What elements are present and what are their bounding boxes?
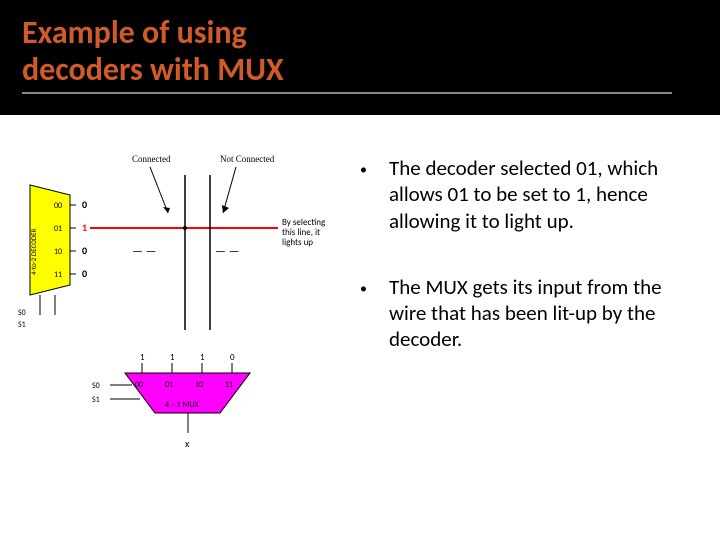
bullet-dot-icon: • bbox=[360, 274, 367, 298]
diagram-column: Connected Not Connected 4-to-2 DECODER 0… bbox=[10, 155, 350, 505]
svg-text:0: 0 bbox=[82, 244, 87, 257]
svg-text:4 – 1 MUX: 4 – 1 MUX bbox=[165, 400, 199, 410]
slide-title: Example of using decoders with MUX bbox=[22, 15, 672, 95]
svg-text:1: 1 bbox=[170, 352, 175, 363]
title-line1: Example of using bbox=[22, 13, 247, 52]
title-bar: Example of using decoders with MUX bbox=[0, 0, 720, 115]
decoder-side-label: 4-to-2 DECODER bbox=[29, 228, 38, 275]
svg-text:11: 11 bbox=[54, 270, 62, 280]
bullet-item: • The MUX gets its input from the wire t… bbox=[356, 274, 690, 353]
svg-text:— —: — — bbox=[215, 245, 239, 259]
svg-text:S0: S0 bbox=[18, 308, 26, 318]
svg-text:S1: S1 bbox=[92, 395, 100, 405]
svg-text:S1: S1 bbox=[18, 320, 26, 330]
svg-text:lights up: lights up bbox=[282, 237, 313, 248]
svg-text:11: 11 bbox=[225, 380, 233, 390]
svg-text:01: 01 bbox=[165, 380, 173, 390]
svg-text:00: 00 bbox=[135, 380, 143, 390]
svg-text:x: x bbox=[185, 437, 190, 450]
svg-text:10: 10 bbox=[195, 380, 203, 390]
svg-text:— —: — — bbox=[132, 245, 156, 259]
bullet-text-1: The decoder selected 01, which allows 01… bbox=[389, 155, 690, 234]
svg-text:1: 1 bbox=[140, 352, 145, 363]
svg-text:0: 0 bbox=[82, 267, 87, 280]
bullet-text-2: The MUX gets its input from the wire tha… bbox=[389, 274, 690, 353]
svg-text:S0: S0 bbox=[92, 381, 100, 391]
content-area: Connected Not Connected 4-to-2 DECODER 0… bbox=[0, 115, 720, 525]
svg-text:1: 1 bbox=[200, 352, 205, 363]
title-line2: decoders with MUX bbox=[22, 50, 284, 89]
bullet-dot-icon: • bbox=[360, 155, 367, 179]
svg-text:1: 1 bbox=[82, 221, 87, 234]
svg-text:0: 0 bbox=[230, 352, 235, 363]
text-column: • The decoder selected 01, which allows … bbox=[350, 155, 690, 505]
svg-text:10: 10 bbox=[54, 247, 62, 257]
svg-text:01: 01 bbox=[54, 224, 62, 234]
bullet-item: • The decoder selected 01, which allows … bbox=[356, 155, 690, 234]
diagram-svg: 4-to-2 DECODER 00 01 10 11 0 1 0 0 bbox=[10, 155, 350, 505]
svg-text:00: 00 bbox=[54, 201, 62, 211]
svg-text:0: 0 bbox=[82, 198, 87, 211]
